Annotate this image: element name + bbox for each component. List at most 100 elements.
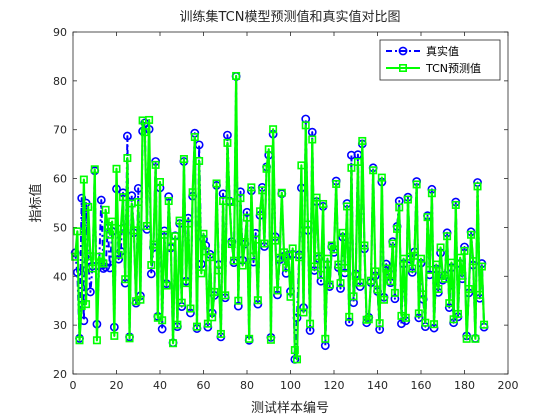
x-axis-ticks: 0 20 40 60 80 100 120 140 160 180 200 [70, 32, 519, 392]
data-point-actual [146, 269, 156, 279]
data-point-predicted [195, 156, 204, 165]
data-point-predicted [393, 224, 402, 233]
x-tick-label: 20 [110, 379, 124, 392]
data-point-predicted [212, 179, 221, 188]
data-point-predicted [343, 202, 352, 211]
data-point-predicted [366, 276, 375, 285]
data-point-predicted [430, 320, 439, 329]
data-point-predicted [308, 135, 317, 144]
data-point-predicted [269, 125, 278, 134]
data-point-predicted [116, 224, 125, 233]
x-tick-label: 80 [240, 379, 254, 392]
data-point-predicted [329, 245, 338, 254]
data-point-predicted [332, 179, 341, 188]
data-point-predicted [101, 205, 110, 214]
data-point-predicted [440, 274, 449, 283]
data-point-predicted [234, 296, 243, 305]
chart-title: 训练集TCN模型预测值和真实值对比图 [180, 9, 401, 25]
data-point-predicted [432, 260, 441, 269]
data-point-predicted [340, 263, 349, 272]
data-point-predicted [403, 195, 412, 204]
data-point-predicted [380, 295, 389, 304]
data-point-predicted [323, 254, 332, 263]
data-point-predicted [353, 157, 362, 166]
data-point-predicted [173, 320, 182, 329]
data-point-predicted [243, 213, 252, 222]
y-tick-label: 40 [53, 270, 67, 283]
data-point-predicted [266, 335, 275, 344]
data-point-predicted [147, 261, 156, 270]
data-point-predicted [92, 336, 101, 345]
data-point-predicted [121, 275, 130, 284]
data-point-predicted [201, 247, 210, 256]
data-point-predicted [423, 213, 432, 222]
data-point-predicted [140, 128, 149, 137]
data-point-actual [233, 301, 243, 311]
data-point-predicted [164, 197, 173, 206]
data-point-predicted [360, 241, 369, 250]
data-point-predicted [475, 290, 484, 299]
data-point-predicted [129, 226, 138, 235]
data-point-predicted [123, 154, 132, 163]
data-point-predicted [151, 160, 160, 169]
legend-swatch-marker [398, 46, 408, 56]
data-point-predicted [321, 334, 330, 343]
data-point-predicted [314, 252, 323, 261]
data-point-predicted [253, 296, 262, 305]
data-point-predicted [299, 308, 308, 317]
data-point-predicted [336, 279, 345, 288]
data-point-predicted [480, 320, 489, 329]
data-point-predicted [77, 302, 86, 311]
data-point-predicted [229, 256, 238, 265]
data-point-predicted [364, 315, 373, 324]
data-point-predicted [208, 313, 217, 322]
x-tick-label: 120 [324, 379, 345, 392]
data-point-predicted [401, 313, 410, 322]
data-point-predicted [319, 199, 328, 208]
data-point-predicted [375, 319, 384, 328]
data-point-actual [122, 131, 132, 141]
data-point-predicted [166, 242, 175, 251]
data-point-predicted [349, 292, 358, 301]
y-tick-label: 30 [53, 319, 67, 332]
data-point-predicted [210, 287, 219, 296]
data-point-predicted [449, 315, 458, 324]
data-point-predicted [473, 182, 482, 191]
data-point-predicted [221, 291, 230, 300]
legend-box [379, 39, 501, 81]
data-point-predicted [95, 252, 104, 261]
data-point-predicted [136, 295, 145, 304]
data-point-predicted [397, 311, 406, 320]
data-point-predicted [273, 286, 282, 295]
data-point-predicted [462, 334, 471, 343]
data-point-predicted [86, 252, 95, 261]
x-tick-label: 200 [498, 379, 519, 392]
y-axis-label: 指标值 [28, 183, 44, 222]
data-point-predicted [325, 280, 334, 289]
data-point-predicted [419, 290, 428, 299]
data-point-predicted [288, 244, 297, 253]
data-point-predicted [75, 336, 84, 345]
data-point-predicted [458, 271, 467, 280]
legend-entry: TCN预测值 [386, 62, 481, 75]
data-point-actual [96, 195, 106, 205]
data-point-predicted [293, 355, 302, 364]
data-point-predicted [84, 202, 93, 211]
data-point-predicted [199, 229, 208, 238]
data-point-predicted [225, 198, 234, 207]
data-point-predicted [262, 164, 271, 173]
data-point-actual [157, 324, 167, 334]
data-point-predicted [108, 217, 117, 226]
data-point-predicted [182, 279, 191, 288]
data-point-predicted [290, 346, 299, 355]
data-point-predicted [369, 166, 378, 175]
data-point-predicted [73, 227, 82, 236]
data-point-predicted [416, 254, 425, 263]
y-tick-label: 20 [53, 368, 67, 381]
data-point-predicted [301, 121, 310, 130]
legend-label: TCN预测值 [425, 62, 481, 75]
legend-entry: 真实值 [386, 44, 459, 58]
data-point-predicted [175, 216, 184, 225]
data-point-predicted [149, 240, 158, 249]
data-point-actual [390, 294, 400, 304]
